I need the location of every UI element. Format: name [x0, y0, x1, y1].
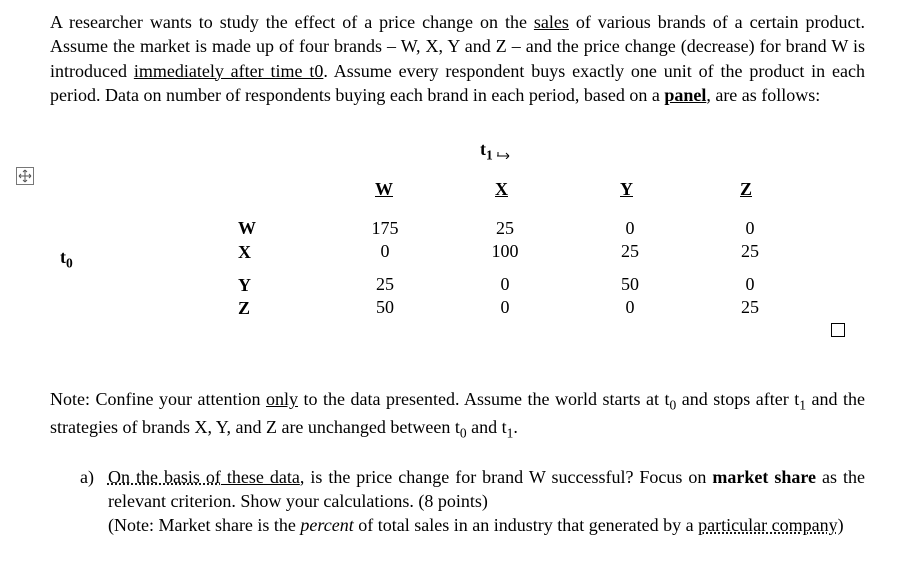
note-text: and t	[467, 417, 507, 437]
cell: 25	[480, 217, 530, 240]
question-a: a) On the basis of these data, is the pr…	[80, 465, 865, 538]
note-text: to the data presented. Assume the world …	[298, 389, 670, 409]
cell: 175	[360, 217, 410, 240]
panel-bold-underline: panel	[664, 85, 706, 105]
note-text: .	[513, 417, 518, 437]
col-header-w: W	[375, 177, 393, 201]
cell: 0	[605, 296, 655, 319]
t1-sub: 1	[486, 148, 493, 163]
particular-company-dotted: particular company	[698, 515, 837, 535]
t1-label: t1	[480, 137, 493, 165]
sales-underline: sales	[534, 12, 569, 32]
intro-text: , are as follows:	[706, 85, 820, 105]
cell: 0	[725, 273, 775, 296]
cell: 25	[725, 240, 775, 263]
q-dotted: On the basis of	[108, 467, 221, 487]
intro-text: A researcher wants to study the effect o…	[50, 12, 534, 32]
note-paragraph: Note: Confine your attention only to the…	[50, 387, 865, 443]
col-header-z: Z	[740, 177, 752, 201]
row-header-z: Z	[238, 297, 256, 320]
row-header-x: X	[238, 241, 256, 264]
q-text: of total sales in an industry that gener…	[354, 515, 698, 535]
q-text: )	[838, 515, 844, 535]
t0-sub: 0	[66, 256, 73, 271]
q-text: , is the price change for brand W succes…	[300, 467, 713, 487]
note-sub: 1	[799, 398, 806, 413]
cell: 50	[605, 273, 655, 296]
row-header-w: W	[238, 217, 256, 240]
intro-paragraph: A researcher wants to study the effect o…	[50, 10, 865, 107]
t1-arrow-icon	[496, 141, 514, 165]
market-share-bold: market share	[712, 467, 816, 487]
cell: 0	[605, 217, 655, 240]
cell: 0	[725, 217, 775, 240]
col-header-x: X	[495, 177, 508, 201]
cell: 25	[725, 296, 775, 319]
percent-italic: percent	[300, 515, 353, 535]
q-text: (Note: Market share is the	[108, 515, 300, 535]
cell: 0	[480, 296, 530, 319]
cell: 50	[360, 296, 410, 319]
cell: 0	[360, 240, 410, 263]
t0-label: t0	[60, 245, 73, 273]
data-table: t1 W X Y Z t0 W X Y Z 175 25 0 0 0 100 2…	[50, 137, 865, 347]
cell: 25	[360, 273, 410, 296]
row-header-y: Y	[238, 274, 256, 297]
end-marker-box	[831, 323, 845, 337]
col-header-y: Y	[620, 177, 633, 201]
q-underline: these data	[221, 467, 300, 487]
cell: 25	[605, 240, 655, 263]
cell: 0	[480, 273, 530, 296]
note-text: Note: Confine your attention	[50, 389, 266, 409]
note-sub: 0	[460, 426, 467, 441]
only-underline: only	[266, 389, 298, 409]
question-body: On the basis of these data, is the price…	[108, 465, 865, 538]
note-text: and stops after t	[676, 389, 799, 409]
cell: 100	[480, 240, 530, 263]
row-headers: W X Y Z	[238, 217, 256, 321]
question-letter: a)	[80, 465, 94, 538]
move-anchor-icon[interactable]	[16, 167, 34, 185]
immediately-underline: immediately after time t0	[134, 61, 324, 81]
